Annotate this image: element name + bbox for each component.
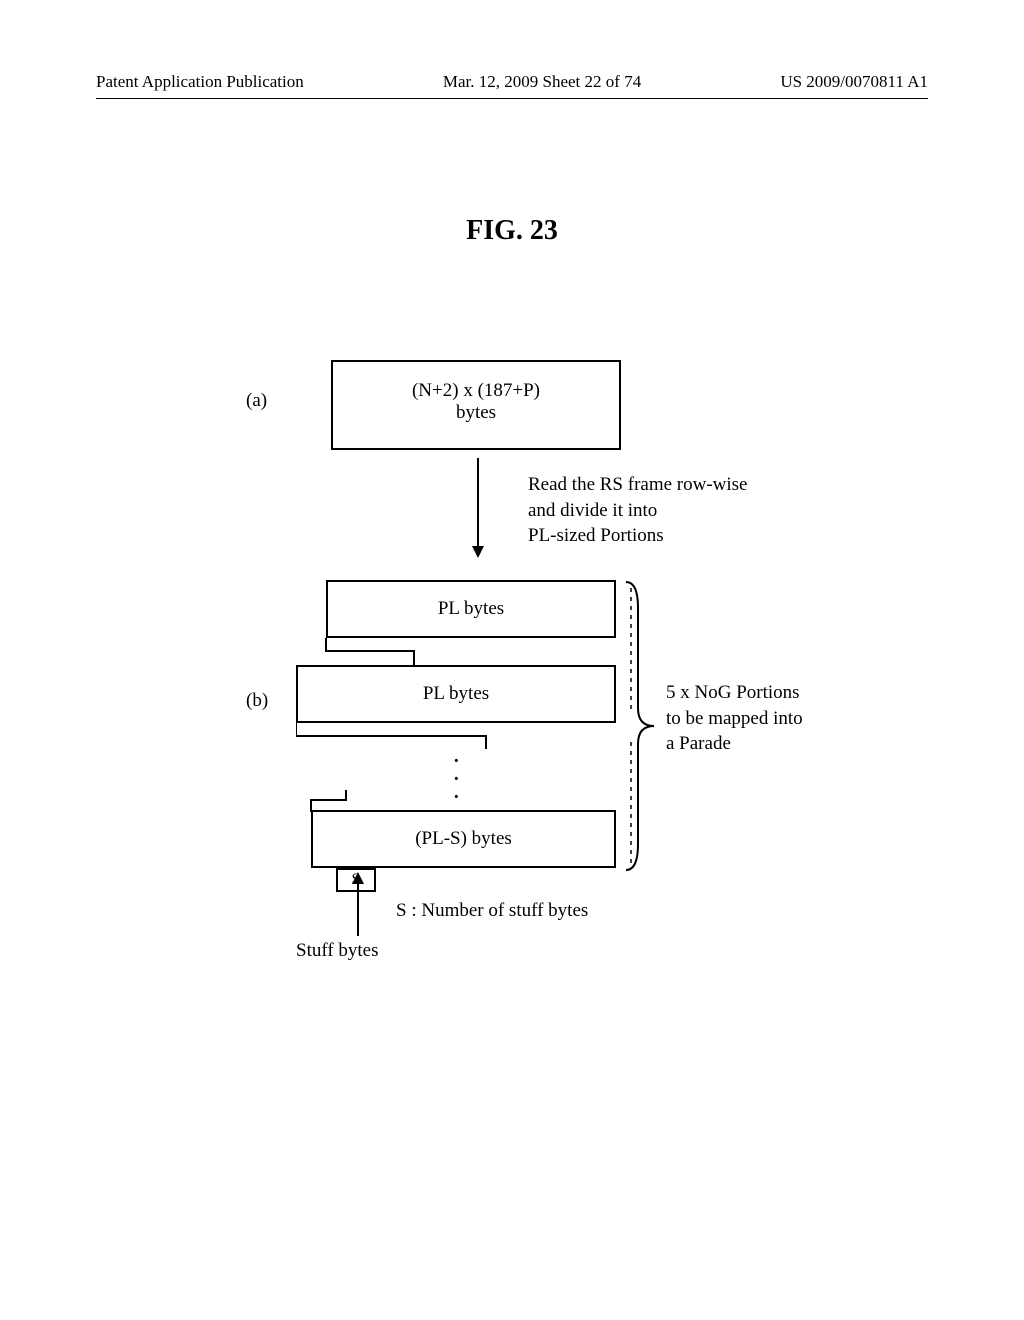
rs-frame-box: (N+2) x (187+P) bytes (331, 360, 621, 450)
diagram-canvas: (a) (N+2) x (187+P) bytes Read the RS fr… (96, 360, 926, 1060)
figure-title: FIG. 23 (0, 215, 1024, 247)
portion-last-text: (PL-S) bytes (415, 828, 512, 849)
brace-caption: 5 x NoG Portions to be mapped into a Par… (666, 680, 803, 757)
arrow-up-icon (348, 872, 368, 938)
connector-dots-last (296, 790, 636, 812)
brace-text-3: a Parade (666, 731, 803, 757)
box-a-line2: bytes (333, 402, 619, 424)
portion-2: PL bytes (296, 665, 616, 723)
header-center: Mar. 12, 2009 Sheet 22 of 74 (443, 72, 641, 92)
header-rule (96, 98, 928, 99)
header-right: US 2009/0070811 A1 (780, 72, 928, 92)
portion-2-text: PL bytes (423, 683, 489, 704)
connector-2-dots (296, 721, 636, 753)
label-a: (a) (246, 390, 267, 412)
brace-dash-icon (626, 582, 636, 870)
stuff-bytes-label: Stuff bytes (296, 940, 379, 962)
label-b: (b) (246, 690, 268, 712)
brace-text-2: to be mapped into (666, 706, 803, 732)
arrow-down-icon (468, 458, 488, 560)
page-header: Patent Application Publication Mar. 12, … (0, 72, 1024, 92)
header-left: Patent Application Publication (96, 72, 304, 92)
arrow-text-1: Read the RS frame row-wise (528, 472, 748, 498)
portions-group: PL bytes PL bytes ··· (PL-S) bytes S (296, 580, 636, 900)
arrow-caption: Read the RS frame row-wise and divide it… (528, 472, 748, 549)
connector-1-2 (296, 636, 636, 668)
portion-1: PL bytes (326, 580, 616, 638)
portion-1-text: PL bytes (438, 598, 504, 619)
arrow-text-2: and divide it into (528, 498, 748, 524)
brace-text-1: 5 x NoG Portions (666, 680, 803, 706)
arrow-text-3: PL-sized Portions (528, 523, 748, 549)
portion-last: (PL-S) bytes (311, 810, 616, 868)
box-a-line1: (N+2) x (187+P) (333, 380, 619, 402)
stuff-definition: S : Number of stuff bytes (396, 900, 588, 922)
